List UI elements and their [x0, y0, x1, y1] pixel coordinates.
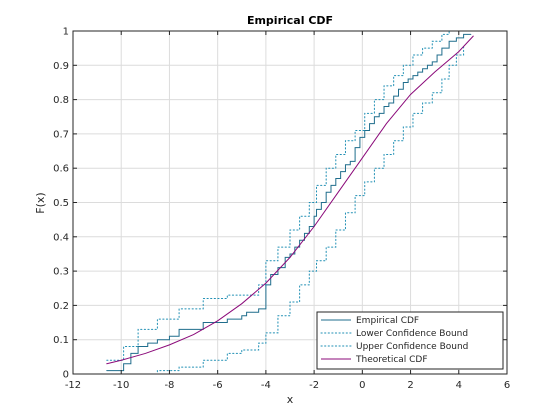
series-line-empirical-cdf [106, 33, 472, 372]
y-tick-label: 0.2 [53, 301, 69, 312]
x-tick-label: -10 [113, 380, 129, 391]
x-tick-label: -2 [309, 380, 319, 391]
x-axis-label: x [287, 393, 294, 406]
x-tick-label: 0 [359, 380, 365, 391]
y-tick-label: 0.6 [53, 164, 69, 175]
legend-label-upper-bound: Upper Confidence Bound [356, 342, 468, 352]
y-tick-label: 0.8 [53, 95, 69, 106]
x-tick-label: 6 [504, 380, 510, 391]
x-tick-label: -8 [164, 380, 174, 391]
legend-label-lower-bound: Lower Confidence Bound [356, 329, 468, 339]
y-tick-label: 0.4 [53, 232, 69, 243]
y-tick-label: 0.1 [53, 335, 69, 346]
x-tick-label: 2 [407, 380, 413, 391]
y-tick-label: 0.5 [53, 198, 69, 209]
series-line-lower-confidence-bound [130, 44, 465, 375]
x-tick-label: -4 [261, 380, 271, 391]
y-tick-label: 0 [63, 370, 69, 381]
y-tick-labels: 0 0.1 0.2 0.3 0.4 0.5 0.6 0.7 0.8 0.9 1 [53, 27, 69, 381]
x-tick-labels: -12 -10 -8 -6 -4 -2 0 2 4 6 [65, 380, 510, 391]
x-tick-label: -6 [213, 380, 223, 391]
series-layer [106, 30, 474, 375]
x-tick-label: -12 [65, 380, 81, 391]
legend-label-theoretical-cdf: Theoretical CDF [355, 355, 428, 365]
y-tick-label: 0.7 [53, 129, 69, 140]
series-line-theoretical-cdf [106, 35, 474, 365]
y-axis-label: F(x) [34, 192, 47, 213]
y-tick-label: 0.3 [53, 267, 69, 278]
y-tick-label: 1 [63, 27, 69, 38]
chart-title: Empirical CDF [247, 14, 333, 27]
tick-marks [72, 30, 508, 375]
series-line-upper-confidence-bound [106, 30, 457, 361]
legend: Empirical CDF Lower Confidence Bound Upp… [316, 311, 504, 370]
legend-label-empirical-cdf: Empirical CDF [356, 316, 419, 326]
y-tick-label: 0.9 [53, 61, 69, 72]
x-tick-label: 4 [456, 380, 462, 391]
